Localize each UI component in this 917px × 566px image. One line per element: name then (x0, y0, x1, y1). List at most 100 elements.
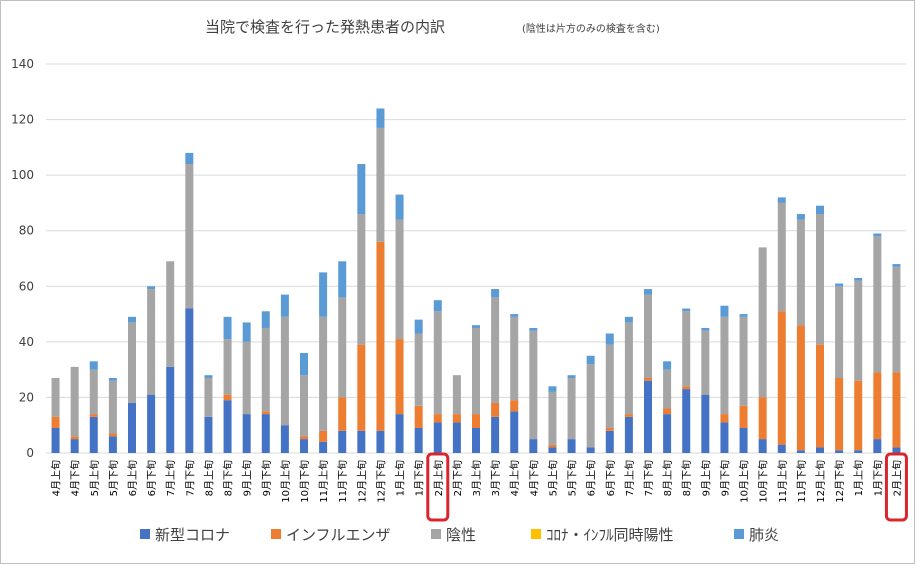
bar-segment (147, 289, 156, 395)
bar-segment (682, 389, 691, 453)
bar-segment (644, 289, 652, 295)
x-tick-label: 6月上旬 (126, 460, 139, 496)
x-tick-label: 8月上旬 (202, 460, 215, 496)
bar-segment (319, 272, 328, 317)
x-tick-label: 11月上旬 (317, 460, 330, 503)
x-tick-label: 10月下旬 (298, 460, 311, 503)
y-tick-label: 140 (11, 57, 34, 71)
bar-segment (777, 202, 786, 312)
bar-segment (854, 380, 863, 451)
bar-segment (491, 416, 500, 453)
bar-segment (548, 391, 557, 445)
bar-segment (395, 414, 404, 453)
bar-segment (108, 436, 117, 453)
y-tick-label: 100 (11, 168, 34, 182)
bar-segment (319, 316, 328, 431)
x-tick-label: 10月上旬 (279, 460, 292, 503)
bar-segment (854, 280, 863, 381)
chart-subtitle: (陰性は片方のみの検査を含む) (522, 22, 660, 35)
bar-segment (701, 394, 710, 453)
bar-segment (758, 397, 767, 440)
x-tick-label: 7月上旬 (623, 460, 636, 496)
bar-segment (147, 394, 156, 453)
x-tick-label: 6月下旬 (145, 460, 158, 496)
bar-segment (452, 422, 461, 453)
legend-label: 肺炎 (749, 526, 779, 544)
bar-segment (796, 219, 805, 326)
bar-segment (376, 108, 385, 128)
x-tick-label: 7月上旬 (164, 460, 177, 496)
x-tick-label: 10月上旬 (738, 460, 751, 503)
x-tick-label: 6月上旬 (585, 460, 598, 496)
bar-segment (644, 377, 652, 381)
bar-segment (510, 314, 519, 317)
bar-segment (605, 430, 614, 453)
bar-segment (357, 344, 366, 431)
legend-swatch (734, 529, 744, 539)
bar-segment (147, 286, 156, 290)
bar-segment (816, 447, 824, 453)
x-tick-label: 7月下旬 (183, 460, 196, 496)
bar-segment (529, 439, 538, 453)
bar-segment (223, 316, 232, 340)
bar-segment (51, 427, 60, 453)
bar-segment (510, 316, 519, 401)
bar-segment (376, 430, 385, 453)
bar-segment (873, 233, 882, 237)
x-axis: 4月上旬 4月下旬 5月上旬 5月下旬 6月上旬 6月下旬 7月上旬 7月下旬 8月上旬 8月下旬… (50, 460, 904, 503)
x-tick-label: 5月上旬 (88, 460, 101, 496)
legend-swatch (271, 529, 281, 539)
bar-segment (204, 377, 213, 417)
y-tick-label: 120 (11, 113, 34, 127)
x-tick-label: 10月下旬 (757, 460, 770, 503)
bar-segment (567, 439, 576, 453)
bar-segment (472, 327, 480, 415)
bar-segment (433, 311, 442, 415)
legend-swatch (140, 529, 150, 539)
x-tick-label: 4月上旬 (50, 460, 63, 496)
bar-segment (796, 450, 805, 453)
bar-segment (89, 361, 98, 370)
bar-segment (472, 325, 480, 328)
bar-segment (816, 214, 824, 345)
bar-segment (70, 366, 79, 437)
bar-segment (280, 294, 289, 317)
bar-segment (586, 447, 595, 453)
bar-segment (376, 127, 385, 242)
bar-segment (338, 397, 347, 431)
bar-segment (223, 400, 232, 453)
bar-segment (261, 411, 270, 415)
bar-segment (128, 316, 136, 323)
bar-segment (452, 375, 461, 415)
x-tick-label: 8月上旬 (661, 460, 674, 496)
x-tick-label: 4月上旬 (508, 460, 521, 496)
bar-segment (720, 305, 729, 317)
bar-segment (491, 297, 500, 403)
bar-segment (739, 314, 748, 317)
bar-segment (663, 408, 672, 415)
bar-segment (472, 427, 480, 453)
x-tick-label: 5月下旬 (566, 460, 579, 496)
bar-segment (510, 411, 519, 453)
x-tick-label: 11月上旬 (776, 460, 789, 503)
bar-segment (739, 316, 748, 406)
bar-segment (835, 283, 844, 287)
highlight-box (884, 452, 908, 522)
bar-segment (720, 414, 729, 423)
bar-segment (701, 330, 710, 395)
bar-segment (395, 339, 404, 415)
bar-segment (548, 386, 557, 392)
bar-segment (624, 414, 633, 417)
highlight-box (426, 452, 450, 522)
highlight-boxes (426, 452, 908, 522)
bar-segment (854, 277, 863, 281)
chart-title: 当院で検査を行った発熱患者の内訳 (205, 18, 445, 36)
legend-label: ｺﾛﾅ・ｲﾝﾌﾙ同時陽性 (546, 526, 674, 544)
bar-segment (816, 205, 824, 215)
bar-segment (835, 450, 844, 453)
bar-segment (338, 430, 347, 453)
bar-segment (89, 416, 98, 453)
x-tick-label: 5月下旬 (107, 460, 120, 496)
bar-segment (242, 322, 251, 342)
bar-segment (586, 364, 595, 448)
